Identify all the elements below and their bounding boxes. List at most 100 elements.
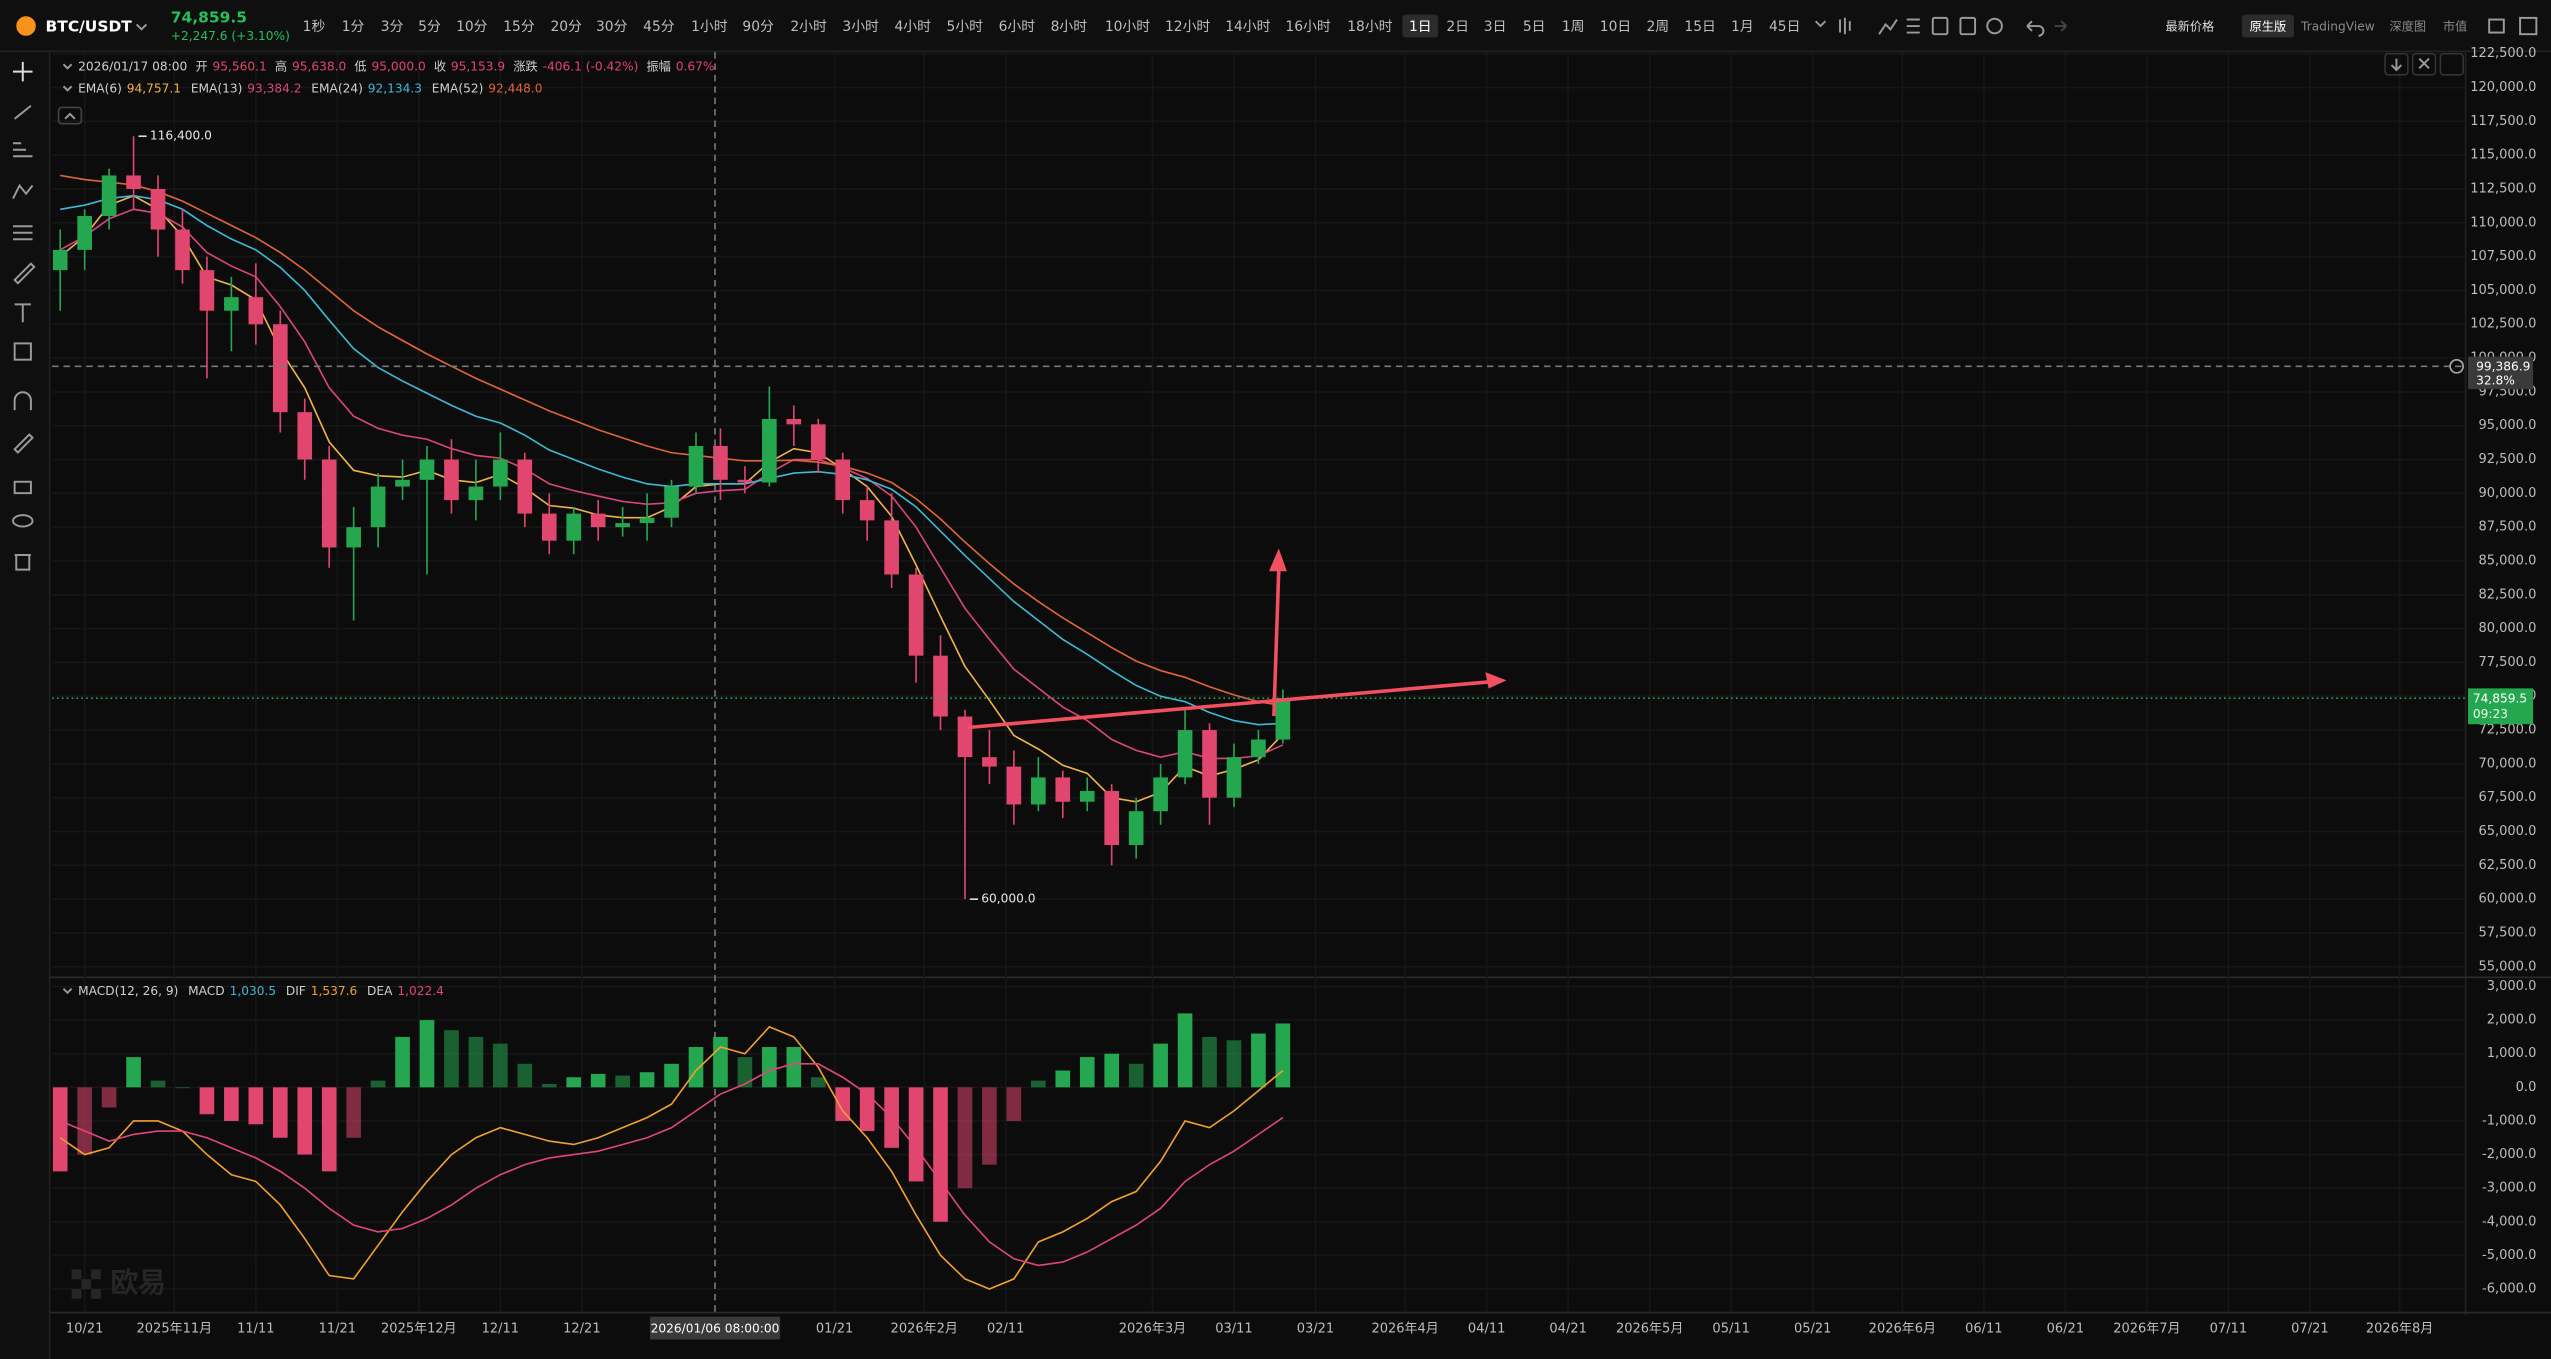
templates[interactable] bbox=[1931, 16, 1949, 36]
timeframe[interactable]: 5小时 bbox=[947, 19, 984, 35]
candle-body bbox=[664, 486, 679, 518]
timeframe[interactable]: 4小时 bbox=[894, 19, 931, 35]
candle-type[interactable] bbox=[1839, 17, 1851, 35]
draw-mode[interactable] bbox=[13, 433, 34, 454]
timeframe[interactable]: 20分 bbox=[550, 19, 582, 35]
candle-body bbox=[1006, 766, 1022, 805]
timeframe[interactable]: 1小时 bbox=[691, 19, 728, 35]
timeframe[interactable]: 15分 bbox=[503, 19, 535, 35]
crosshair-add[interactable] bbox=[2449, 359, 2464, 374]
lock-tool[interactable] bbox=[13, 480, 32, 495]
legend-toggle[interactable] bbox=[62, 988, 73, 995]
pane-maximize[interactable] bbox=[2439, 52, 2464, 76]
timeframe[interactable]: 10分 bbox=[456, 19, 488, 35]
timeframe[interactable]: 12小时 bbox=[1165, 19, 1210, 35]
timeframe[interactable]: 18小时 bbox=[1347, 19, 1392, 35]
candle-body bbox=[713, 445, 728, 480]
legend-item: DEA bbox=[367, 984, 393, 998]
trendline-tool[interactable] bbox=[14, 105, 32, 120]
x-tick-label: 12/11 bbox=[482, 1321, 519, 1336]
legend-toggle[interactable] bbox=[62, 63, 73, 70]
projection-tool[interactable] bbox=[13, 225, 33, 241]
x-tick-label: 2026年3月 bbox=[1119, 1321, 1186, 1336]
macd-bar bbox=[1031, 1080, 1046, 1088]
timeframe[interactable]: 1月 bbox=[1731, 19, 1754, 35]
measure-tool[interactable] bbox=[13, 262, 36, 285]
undo[interactable] bbox=[2026, 20, 2045, 37]
timeframe-active-bg bbox=[1402, 14, 1439, 38]
timeframe[interactable]: 1秒 bbox=[303, 19, 326, 35]
timeframe[interactable]: 3日 bbox=[1484, 19, 1507, 35]
text-tool[interactable] bbox=[14, 303, 31, 323]
shape-tool[interactable] bbox=[13, 342, 32, 361]
more-timeframes[interactable] bbox=[1814, 20, 1827, 28]
timeframe[interactable]: 3分 bbox=[381, 19, 404, 35]
layout[interactable] bbox=[1906, 18, 1920, 34]
indicators[interactable] bbox=[1878, 18, 1898, 35]
delete-tool[interactable] bbox=[14, 554, 31, 571]
candle-body bbox=[1031, 777, 1046, 805]
watermark-text: 欧易 bbox=[111, 1266, 166, 1299]
close[interactable] bbox=[2519, 16, 2538, 36]
macd-bar bbox=[419, 1020, 435, 1088]
pane-down[interactable] bbox=[2384, 52, 2409, 76]
timeframe[interactable]: 45日 bbox=[1769, 19, 1800, 35]
y-tick-label: 57,500.0 bbox=[2478, 925, 2536, 940]
fib-tool[interactable] bbox=[13, 142, 33, 158]
y-tick-label: 92,500.0 bbox=[2478, 452, 2536, 467]
legend-toggle[interactable] bbox=[62, 85, 73, 92]
snapshot[interactable] bbox=[1959, 16, 1977, 36]
view-option[interactable]: 最新价格 bbox=[2165, 18, 2214, 33]
timeframe[interactable]: 45分 bbox=[643, 19, 675, 35]
view-option[interactable]: 原生版 bbox=[2250, 19, 2287, 33]
pattern-tool[interactable] bbox=[12, 183, 34, 199]
timeframe[interactable]: 14小时 bbox=[1225, 19, 1270, 35]
fullscreen[interactable] bbox=[2488, 18, 2505, 34]
collapse-legend[interactable] bbox=[57, 106, 83, 125]
timeframe[interactable]: 90分 bbox=[742, 19, 774, 35]
timeframe[interactable]: 15日 bbox=[1684, 19, 1715, 35]
candle-body bbox=[175, 229, 190, 271]
timeframe[interactable]: 10小时 bbox=[1105, 19, 1150, 35]
timeframe[interactable]: 30分 bbox=[596, 19, 628, 35]
timeframe[interactable]: 6小时 bbox=[999, 19, 1036, 35]
timeframe[interactable]: 10日 bbox=[1600, 19, 1631, 35]
timeframe[interactable]: 1分 bbox=[342, 19, 365, 35]
legend-item: EMA(52) bbox=[432, 81, 484, 95]
drawn-up-arrow[interactable] bbox=[1272, 569, 1281, 717]
timeframe[interactable]: 8小时 bbox=[1051, 19, 1088, 35]
timeframe[interactable]: 2日 bbox=[1446, 19, 1469, 35]
candle-body bbox=[762, 418, 777, 483]
pair-dropdown[interactable] bbox=[135, 23, 148, 31]
y-tick-label: -4,000.0 bbox=[2482, 1214, 2536, 1229]
crosshair-x-label: 2026/01/06 08:00:00 bbox=[651, 1321, 780, 1335]
pair[interactable]: BTC/USDT bbox=[46, 17, 133, 35]
timeframe[interactable]: 5分 bbox=[418, 19, 441, 35]
view-option[interactable]: 市值 bbox=[2443, 18, 2467, 33]
timeframe[interactable]: 5日 bbox=[1523, 19, 1546, 35]
timeframe[interactable]: 16小时 bbox=[1285, 19, 1330, 35]
macd-bar bbox=[224, 1087, 239, 1121]
timeframe[interactable]: 2小时 bbox=[790, 19, 827, 35]
macd-bar bbox=[395, 1036, 410, 1088]
view-option[interactable]: 深度图 bbox=[2390, 18, 2427, 33]
redo[interactable] bbox=[2054, 20, 2067, 32]
visibility-tool[interactable] bbox=[12, 514, 34, 528]
legend-item: 振幅 bbox=[647, 58, 671, 73]
candle-body bbox=[737, 479, 753, 483]
pane-close[interactable] bbox=[2411, 52, 2437, 76]
timeframe[interactable]: 3小时 bbox=[842, 19, 879, 35]
crosshair-tool[interactable] bbox=[13, 61, 33, 82]
y-tick-label: 107,500.0 bbox=[2470, 249, 2536, 264]
settings[interactable] bbox=[1986, 17, 2003, 35]
candle-body bbox=[395, 479, 410, 487]
view-option[interactable]: TradingView bbox=[2300, 19, 2375, 33]
timeframe[interactable]: 2周 bbox=[1647, 19, 1670, 35]
timeframe[interactable]: 1日 bbox=[1409, 19, 1432, 35]
drawn-trend-arrow[interactable] bbox=[967, 680, 1489, 730]
macd-bar bbox=[615, 1075, 630, 1088]
timeframe[interactable]: 1周 bbox=[1562, 19, 1585, 35]
magnet-tool[interactable] bbox=[13, 391, 32, 411]
y-tick-label: 62,500.0 bbox=[2478, 858, 2536, 873]
